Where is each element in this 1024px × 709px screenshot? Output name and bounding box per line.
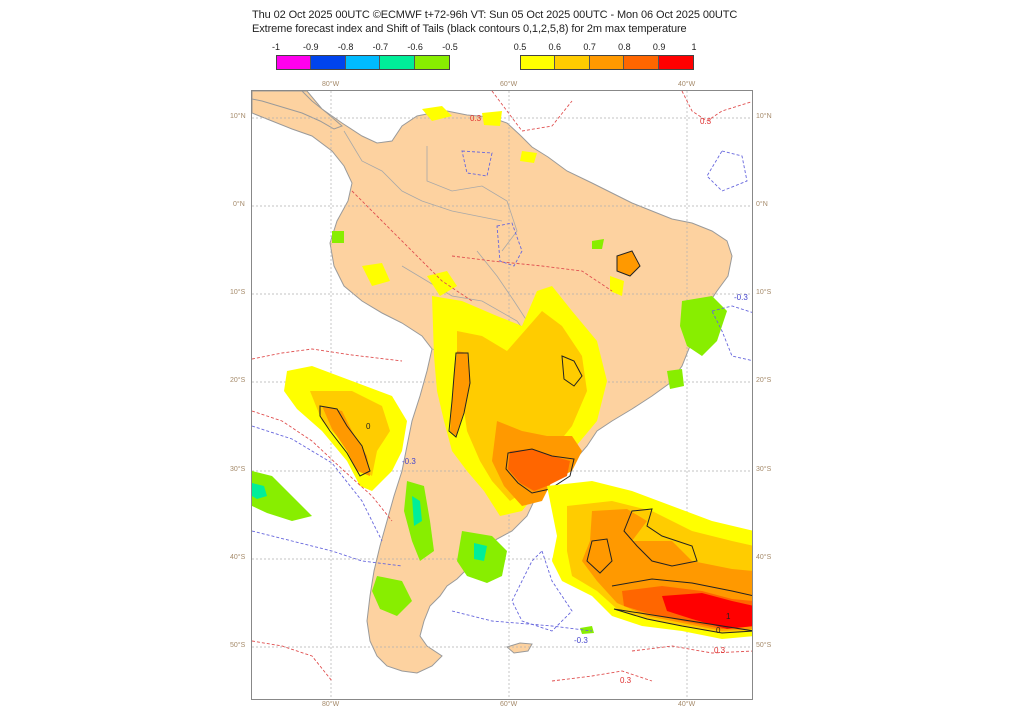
legend-swatch-aqua [380, 56, 415, 69]
lat-label-left: 10°S [230, 289, 246, 296]
lat-label-right: 10°S [756, 289, 772, 296]
sot-label: 1 [726, 612, 731, 621]
lon-label-bottom: 40°W [678, 701, 696, 708]
contour-label-pos: 0.3 [470, 114, 482, 123]
legend-positive-ticks: 0.5 0.6 0.7 0.8 0.9 1 [514, 42, 697, 54]
lat-label-left: 0°N [233, 201, 245, 208]
sot-label: 0 [366, 422, 371, 431]
lat-label-right: 10°N [756, 113, 772, 120]
legend-swatch-red [658, 56, 693, 69]
lat-label-left: 30°S [230, 466, 246, 473]
lon-label-top: 60°W [500, 81, 518, 88]
efi-negative-areas [252, 231, 727, 634]
lat-label-right: 40°S [756, 554, 772, 561]
lat-label-right: 20°S [756, 377, 772, 384]
legend-swatch-dark-orange [624, 56, 659, 69]
legend-negative-colorbar [276, 55, 450, 70]
legend-tick: 0.8 [618, 42, 631, 52]
legend-swatch-gold [555, 56, 590, 69]
legend-tick: 1 [691, 42, 697, 52]
efi-isolines [252, 91, 752, 682]
efi-map[interactable]: 0.3 0.3 0.3 0.3 -0.3 -0.3 -0.3 0 0 1 [251, 90, 753, 700]
legend-swatch-blue [311, 56, 346, 69]
lon-label-bottom: 60°W [500, 701, 518, 708]
legend-tick: 0.6 [548, 42, 562, 52]
legend-swatch-magenta [277, 56, 312, 69]
map-title-line-1: Thu 02 Oct 2025 00UTC ©ECMWF t+72-96h VT… [252, 9, 738, 21]
contour-label-neg: -0.3 [574, 636, 588, 645]
legend-negative-efi: -1 -0.9 -0.8 -0.7 -0.6 -0.5 [272, 42, 458, 74]
legend-tick: -0.9 [303, 42, 319, 52]
contour-label-pos: 0.3 [714, 646, 726, 655]
lat-label-right: 30°S [756, 466, 772, 473]
lat-label-right: 50°S [756, 642, 772, 649]
legend-tick: -0.8 [337, 42, 354, 52]
contour-label-pos: 0.3 [700, 117, 712, 126]
legend-swatch-orange [589, 56, 625, 69]
legend-tick: -0.5 [442, 42, 458, 52]
contour-labels: 0.3 0.3 0.3 0.3 -0.3 -0.3 -0.3 0 0 1 [366, 114, 748, 685]
legend-tick: 0.9 [652, 42, 666, 52]
legend-tick: -1 [271, 42, 281, 52]
map-canvas: 0.3 0.3 0.3 0.3 -0.3 -0.3 -0.3 0 0 1 [252, 91, 752, 699]
sot-label: 0 [716, 626, 721, 635]
legend-tick: 0.5 [513, 42, 527, 52]
contour-label-neg: -0.3 [734, 293, 748, 302]
contour-label-pos: 0.3 [620, 676, 632, 685]
contour-label-neg: -0.3 [402, 457, 416, 466]
legend-tick: -0.6 [407, 42, 423, 52]
lon-label-bottom: 80°W [322, 701, 340, 708]
legend-positive-efi: 0.5 0.6 0.7 0.8 0.9 1 [514, 42, 697, 74]
legend-swatch-yellow [521, 56, 556, 69]
lon-label-top: 80°W [322, 81, 340, 88]
legend-swatch-cyan [345, 56, 381, 69]
lat-label-left: 50°S [230, 642, 246, 649]
map-title-line-2: Extreme forecast index and Shift of Tail… [252, 23, 687, 35]
lon-label-top: 40°W [678, 81, 696, 88]
lat-label-left: 10°N [230, 113, 246, 120]
legend-positive-colorbar [520, 55, 694, 70]
legend-tick: -0.7 [372, 42, 389, 52]
legend-swatch-lime [414, 56, 449, 69]
lat-label-left: 20°S [230, 377, 246, 384]
legend-tick: 0.7 [583, 42, 596, 52]
efi-positive-areas [284, 106, 752, 639]
legend-negative-ticks: -1 -0.9 -0.8 -0.7 -0.6 -0.5 [272, 42, 458, 54]
lat-label-right: 0°N [756, 201, 768, 208]
lat-label-left: 40°S [230, 554, 246, 561]
